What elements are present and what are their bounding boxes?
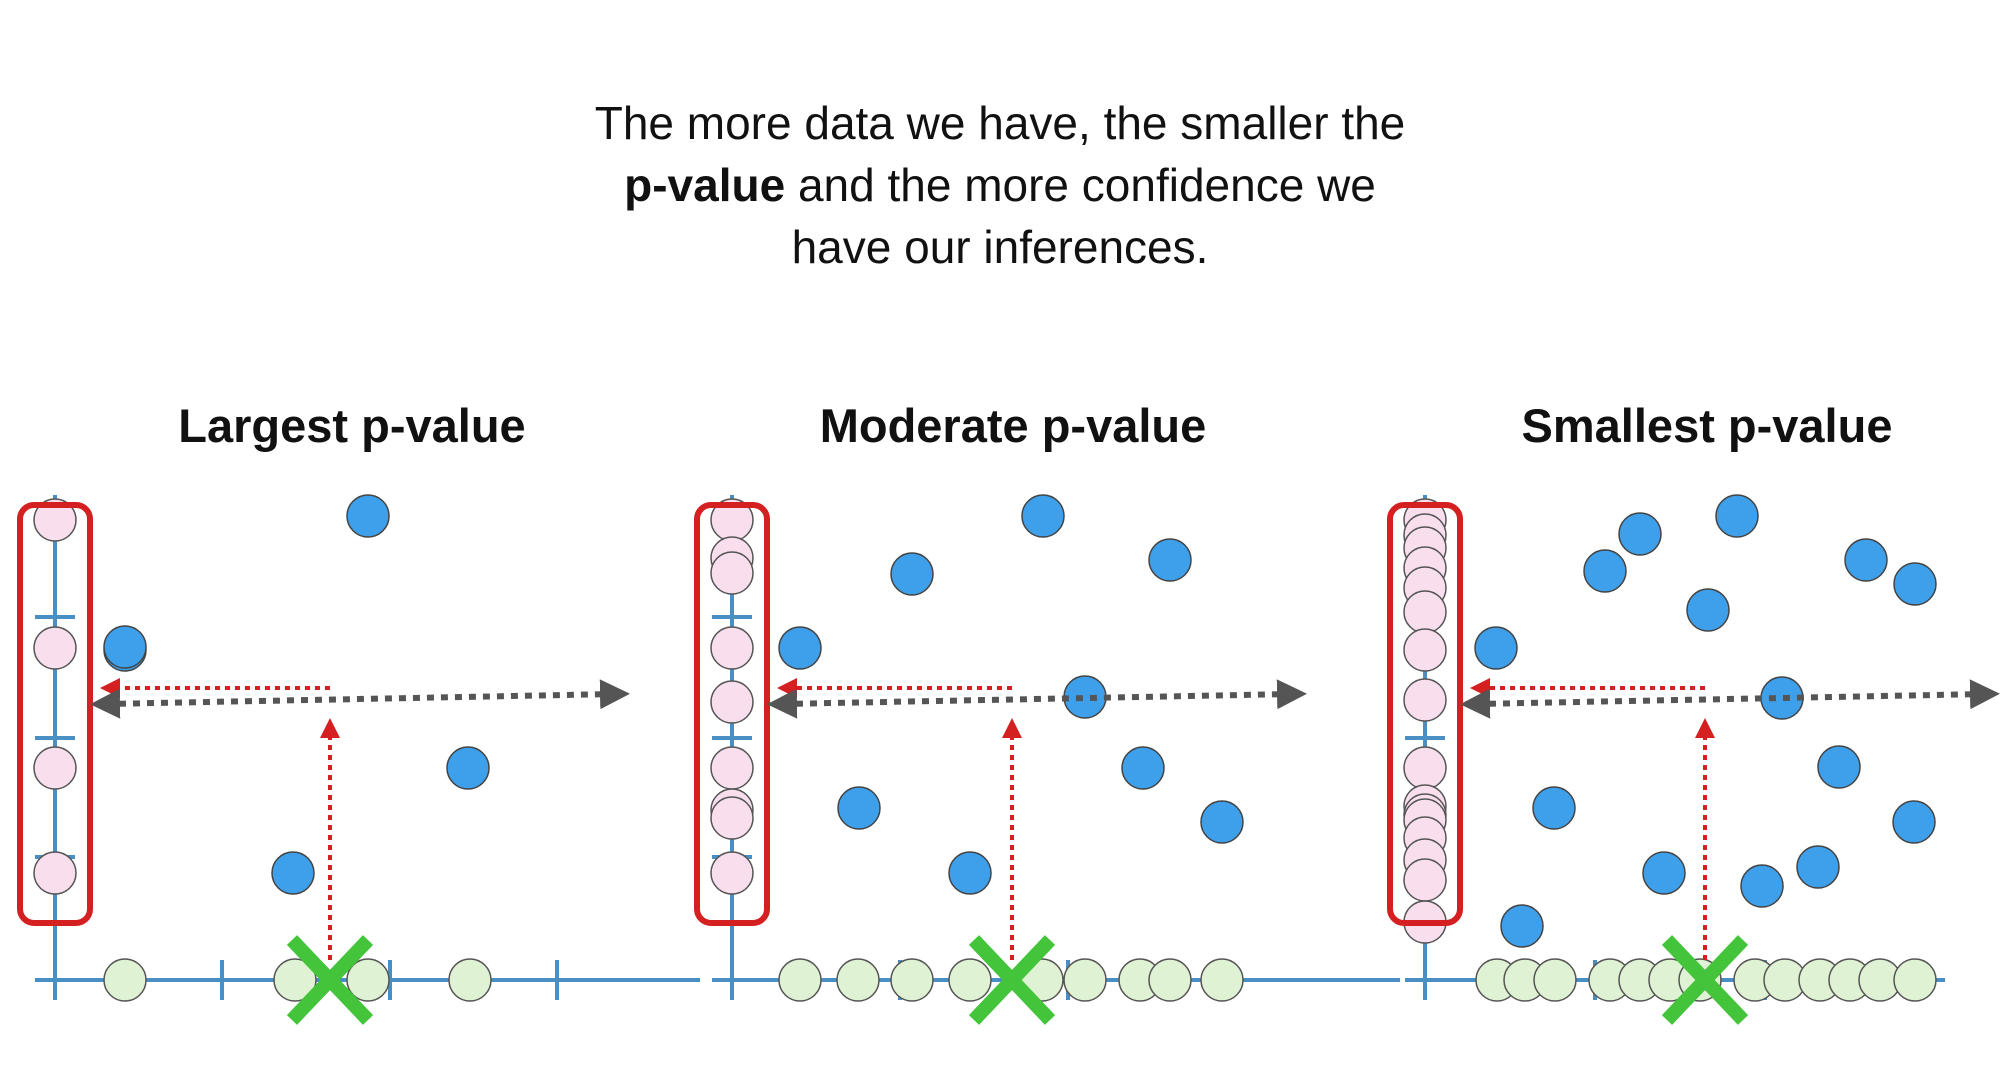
blue-point bbox=[1892, 800, 1936, 844]
panel-smallest-pink-points bbox=[1387, 498, 1463, 944]
panel-title-moderate: Moderate p-value bbox=[820, 399, 1207, 452]
panel-largest-green-points bbox=[103, 958, 492, 1002]
green-point bbox=[836, 958, 880, 1002]
green-point bbox=[1893, 958, 1937, 1002]
blue-point bbox=[948, 851, 992, 895]
panel-largest: Largest p-value bbox=[17, 399, 700, 1025]
blue-point bbox=[1021, 494, 1065, 538]
blue-point bbox=[446, 746, 490, 790]
blue-point bbox=[1474, 626, 1518, 670]
panel-largest-blue-points bbox=[103, 494, 490, 895]
blue-point bbox=[1715, 494, 1759, 538]
green-point bbox=[948, 958, 992, 1002]
green-point bbox=[1200, 958, 1244, 1002]
pink-point bbox=[33, 851, 77, 895]
blue-point bbox=[1618, 512, 1662, 556]
blue-point bbox=[778, 626, 822, 670]
red-box bbox=[17, 502, 93, 926]
pink-point bbox=[1403, 628, 1447, 672]
panel-smallest: Smallest p-value bbox=[1387, 399, 2000, 1025]
heading-line-1: The more data we have, the smaller the bbox=[594, 97, 1406, 149]
green-point bbox=[1063, 958, 1107, 1002]
pink-point bbox=[1403, 746, 1447, 790]
panel-smallest-arrows bbox=[1460, 678, 2000, 1025]
green-x-mark bbox=[968, 935, 1056, 1025]
panel-largest-pink-points bbox=[17, 498, 93, 926]
panel-moderate-arrows bbox=[767, 678, 1307, 1025]
blue-point bbox=[1121, 746, 1165, 790]
red-box bbox=[1387, 502, 1463, 926]
green-point bbox=[346, 958, 390, 1002]
heading-line-3: have our inferences. bbox=[791, 221, 1209, 273]
green-x-mark bbox=[1661, 935, 1749, 1025]
pink-point bbox=[710, 851, 754, 895]
panel-largest-arrows bbox=[90, 678, 630, 1025]
heading: The more data we have, the smaller the p… bbox=[0, 92, 2000, 278]
blue-point bbox=[1893, 562, 1937, 606]
blue-point bbox=[1796, 845, 1840, 889]
blue-point bbox=[1686, 588, 1730, 632]
blue-point bbox=[1532, 786, 1576, 830]
panel-moderate-axes bbox=[712, 495, 1400, 1000]
heading-bold-term: p-value bbox=[624, 159, 786, 211]
blue-point bbox=[1642, 851, 1686, 895]
green-point bbox=[273, 958, 317, 1002]
green-point bbox=[890, 958, 934, 1002]
panel-title-largest: Largest p-value bbox=[178, 399, 525, 452]
panel-title-smallest: Smallest p-value bbox=[1522, 399, 1893, 452]
pink-point bbox=[33, 746, 77, 790]
blue-point bbox=[1500, 904, 1544, 948]
panel-moderate-pink-points bbox=[694, 498, 770, 926]
blue-point bbox=[1844, 538, 1888, 582]
green-x-mark bbox=[286, 935, 374, 1025]
panel-largest-axes bbox=[35, 495, 700, 1000]
blue-point bbox=[1760, 676, 1804, 720]
pink-point bbox=[1403, 590, 1447, 634]
panel-smallest-blue-points bbox=[1474, 494, 1937, 948]
blue-point bbox=[271, 851, 315, 895]
pink-point bbox=[1403, 678, 1447, 722]
blue-point bbox=[1200, 800, 1244, 844]
pink-point bbox=[710, 626, 754, 670]
blue-point bbox=[1148, 538, 1192, 582]
gray-double-arrow bbox=[767, 679, 1307, 719]
pink-point bbox=[710, 680, 754, 724]
heading-line-2-rest: and the more confidence we bbox=[785, 159, 1376, 211]
green-point bbox=[448, 958, 492, 1002]
pink-point bbox=[710, 796, 754, 840]
blue-point bbox=[890, 552, 934, 596]
pink-point bbox=[1403, 858, 1447, 902]
green-point bbox=[778, 958, 822, 1002]
blue-point bbox=[837, 786, 881, 830]
blue-point bbox=[1063, 675, 1107, 719]
gray-double-arrow bbox=[90, 679, 630, 719]
red-box bbox=[694, 502, 770, 926]
pink-point bbox=[33, 498, 77, 542]
blue-point bbox=[1583, 549, 1627, 593]
blue-point bbox=[346, 494, 390, 538]
heading-line-2: p-value and the more confidence we bbox=[0, 154, 2000, 216]
green-point bbox=[103, 958, 147, 1002]
pink-point bbox=[33, 626, 77, 670]
blue-point bbox=[1817, 745, 1861, 789]
panel-moderate: Moderate p-value bbox=[694, 399, 1400, 1025]
gray-double-arrow bbox=[1460, 679, 2000, 719]
green-point bbox=[1533, 958, 1577, 1002]
pink-point bbox=[710, 551, 754, 595]
panel-moderate-blue-points bbox=[778, 494, 1244, 895]
blue-point bbox=[1740, 864, 1784, 908]
blue-point bbox=[103, 625, 147, 669]
pink-point bbox=[710, 746, 754, 790]
green-point bbox=[1148, 958, 1192, 1002]
